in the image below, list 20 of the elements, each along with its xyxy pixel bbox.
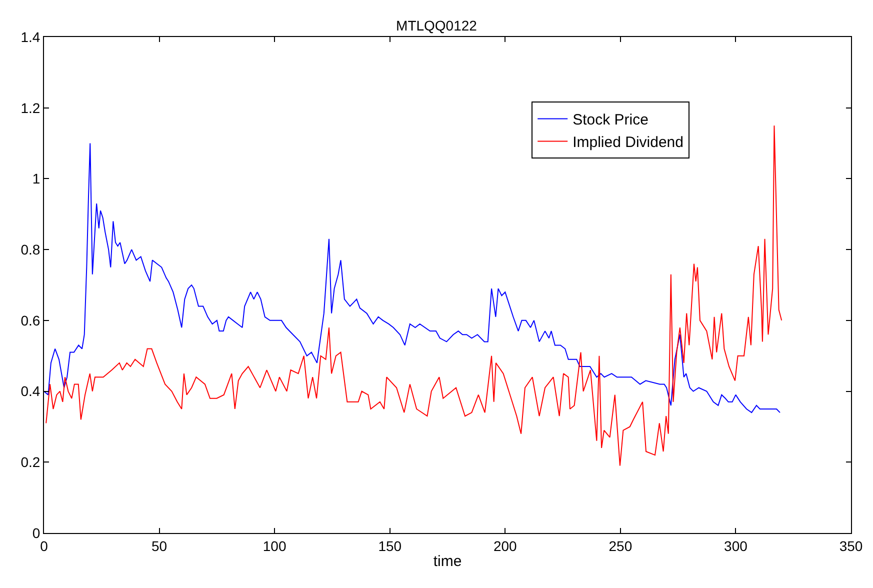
x-tick-label: 350 [839,538,863,554]
y-tick-label: 0.6 [20,312,40,328]
x-tick-label: 100 [262,538,286,554]
y-tick-label: 1.4 [20,28,40,45]
x-tick-label: 150 [378,538,402,554]
y-tick-label: 1 [32,170,40,187]
y-tick-label: 0.4 [20,383,40,400]
line-series [46,125,782,466]
legend-label: Implied Dividend [572,134,684,152]
x-tick-label: 200 [493,538,518,554]
y-tick-label: 1.2 [20,100,40,116]
x-tick-label: 300 [724,538,748,554]
legend-label: Stock Price [572,112,648,129]
y-tick-label: 0 [32,524,40,541]
y-tick-label: 0.2 [20,454,40,470]
y-tick-label: 0.8 [20,241,40,258]
chart-title: MTLQQ0122 [396,17,478,34]
x-tick-label: 250 [608,538,632,554]
x-axis-title: time [433,552,462,570]
x-tick-label: 50 [152,538,168,554]
